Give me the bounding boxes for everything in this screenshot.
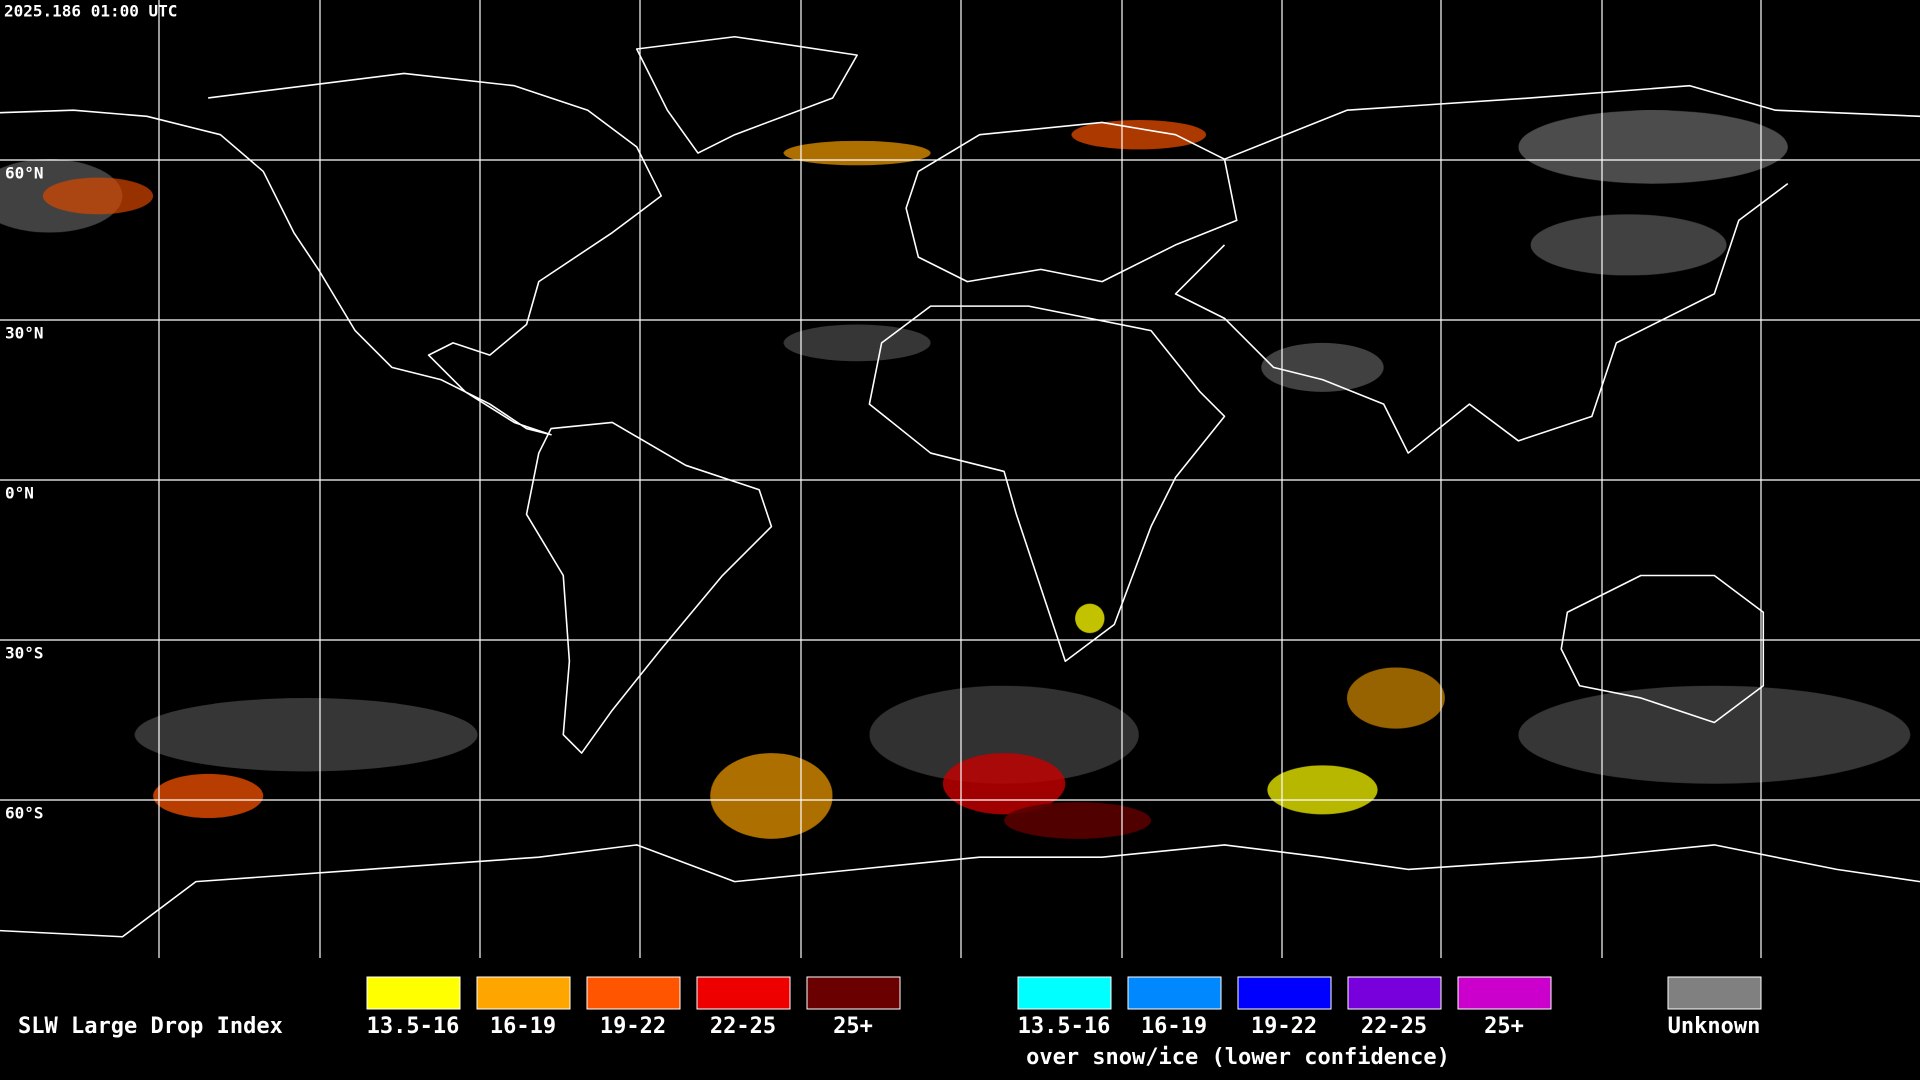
legend-swatch — [366, 976, 461, 1010]
south-america-coast — [525, 421, 773, 754]
legend-panel — [0, 958, 1920, 1080]
legend-swatch — [1667, 976, 1762, 1010]
europe-coast — [905, 121, 1238, 283]
latitude-label: 60°N — [5, 164, 44, 183]
legend-label: 13.5-16 — [1018, 1014, 1111, 1039]
legend-label: 25+ — [1484, 1014, 1524, 1039]
legend-label: 19-22 — [600, 1014, 666, 1039]
africa-coast — [868, 305, 1226, 663]
graticule — [0, 0, 1920, 958]
legend-swatch — [1457, 976, 1552, 1010]
legend-swatch — [696, 976, 791, 1010]
legend-label: 22-25 — [710, 1014, 776, 1039]
legend-label: 22-25 — [1361, 1014, 1427, 1039]
legend-label: 13.5-16 — [367, 1014, 460, 1039]
legend-label: Unknown — [1668, 1014, 1761, 1039]
snow-caption: over snow/ice (lower confidence) — [1026, 1045, 1450, 1070]
legend-title: SLW Large Drop Index — [18, 1014, 283, 1039]
legend-swatch — [586, 976, 681, 1010]
latitude-labels: 60°N 30°N 0°N 30°S 60°S — [5, 164, 44, 823]
legend-label: 16-19 — [1141, 1014, 1207, 1039]
latitude-label: 0°N — [5, 484, 34, 503]
legend-swatch — [806, 976, 901, 1010]
latitude-label: 30°S — [5, 644, 44, 663]
legend-swatch — [1127, 976, 1222, 1010]
cloud-field — [0, 110, 1911, 839]
map-layer — [0, 35, 1920, 938]
legend: 13.5-16 16-19 19-22 22-25 25+ 13.5-16 16-19 19-… — [366, 976, 1762, 1039]
legend-swatch — [1237, 976, 1332, 1010]
legend-label: 19-22 — [1251, 1014, 1317, 1039]
legend-swatch — [476, 976, 571, 1010]
greenland-coast — [635, 35, 858, 154]
timestamp: 2025.186 01:00 UTC — [4, 2, 177, 21]
legend-swatch — [1017, 976, 1112, 1010]
legend-label: 16-19 — [490, 1014, 556, 1039]
latitude-label: 60°S — [5, 804, 44, 823]
legend-swatch — [1347, 976, 1442, 1010]
antarctica-coast — [0, 844, 1920, 938]
legend-label: 25+ — [833, 1014, 873, 1039]
north-america-coast — [0, 72, 663, 436]
australia-coast — [1560, 574, 1765, 724]
latitude-label: 30°N — [5, 324, 44, 343]
asia-coast — [1174, 84, 1920, 454]
